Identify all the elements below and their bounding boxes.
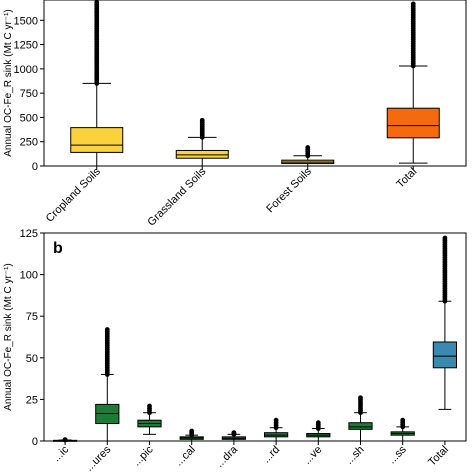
plot-frame (43, 0, 467, 167)
panel-b-chart: 0 25 50 75 100 125 Annual OC-Fe_R sink (Mt C y… (3, 228, 467, 474)
x-tick-label: ...ss (386, 443, 409, 466)
outlier-point (410, 1, 416, 7)
y-axis-title: Annual OC-Fe_R sink (Mt C yr⁻¹) (3, 9, 14, 157)
y-tick-label: 100 (20, 270, 38, 282)
y-tick-label: 1000 (14, 64, 38, 76)
x-tick-label: ...ve (301, 444, 324, 467)
y-tick-label: 0 (32, 436, 38, 448)
panel-letter: b (53, 240, 63, 257)
x-tick-label: Total (394, 166, 419, 191)
x-tick-label: ...ic (51, 443, 72, 464)
x-tick-label: Forest Soils (264, 165, 314, 215)
y-tick-label: 125 (20, 228, 38, 240)
x-tick-label: Grassland Soils (145, 165, 208, 228)
x-tick-label: ...ures (83, 443, 113, 473)
box-iqr (348, 422, 373, 430)
plot-frame (43, 232, 467, 442)
box-iqr (432, 341, 458, 369)
y-tick-label: 1500 (14, 15, 38, 27)
box-iqr (386, 107, 440, 139)
outlier-point (400, 417, 406, 423)
y-tick-label: 25 (26, 394, 38, 406)
y-tick-label: 0 (32, 161, 38, 173)
outlier-point (273, 417, 279, 423)
outlier-point (358, 395, 363, 401)
x-tick-label: ...cal (173, 444, 198, 469)
x-tick-label: ...dra (214, 443, 241, 470)
outlier-point (104, 327, 110, 332)
y-axis-title: Annual OC-Fe_R sink (Mt C yr⁻¹) (3, 263, 14, 411)
outlier-point (189, 428, 195, 434)
outlier-point (315, 420, 321, 426)
outlier-point (94, 0, 100, 5)
x-tick-label: Total (426, 444, 451, 469)
outlier-point (199, 117, 205, 123)
x-tick-label: ...pic (131, 443, 156, 468)
outlier-point (442, 235, 448, 241)
x-tick-label: ...rd (260, 444, 282, 466)
outlier-point (147, 403, 152, 409)
y-tick-label: 1250 (14, 40, 38, 52)
x-tick-label: ...sh (343, 444, 366, 467)
y-tick-label: 50 (26, 353, 38, 365)
outlier-point (305, 145, 311, 150)
y-tick-label: 250 (20, 137, 38, 149)
y-tick-label: 750 (20, 88, 38, 100)
x-tick-label: Cropland Soils (44, 165, 103, 224)
y-tick-label: 75 (26, 311, 38, 323)
box-iqr (70, 127, 124, 153)
y-tick-label: 500 (20, 112, 38, 124)
